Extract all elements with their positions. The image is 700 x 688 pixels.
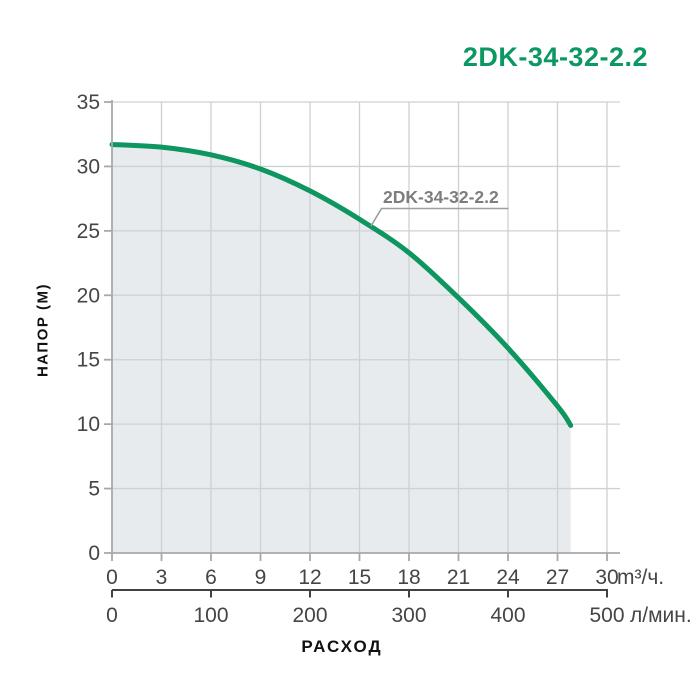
x-tick-label: 3 bbox=[156, 566, 168, 589]
x-axis-title: РАСХОД bbox=[301, 637, 383, 656]
secondary-tick-label: 500 bbox=[589, 604, 624, 627]
primary-unit-label: m³/ч. bbox=[617, 566, 664, 589]
secondary-unit-label: л/мин. bbox=[630, 604, 692, 627]
x-tick-label: 21 bbox=[447, 566, 470, 589]
y-tick-label: 0 bbox=[88, 542, 100, 565]
y-tick-label: 15 bbox=[77, 349, 100, 372]
x-tick-label: 24 bbox=[496, 566, 520, 589]
secondary-tick-label: 0 bbox=[106, 604, 118, 627]
x-tick-label: 0 bbox=[106, 566, 118, 589]
x-tick-label: 6 bbox=[205, 566, 217, 589]
secondary-tick-label: 400 bbox=[490, 604, 525, 627]
y-tick-label: 5 bbox=[88, 478, 100, 501]
x-tick-label: 12 bbox=[298, 566, 321, 589]
x-tick-label: 9 bbox=[255, 566, 267, 589]
y-tick-label: 25 bbox=[77, 220, 100, 243]
x-tick-label: 27 bbox=[546, 566, 569, 589]
secondary-tick-label: 300 bbox=[391, 604, 426, 627]
page-title: 2DK-34-32-2.2 bbox=[462, 42, 648, 72]
y-tick-label: 20 bbox=[77, 284, 100, 307]
curve-label: 2DK-34-32-2.2 bbox=[383, 187, 499, 207]
y-tick-label: 35 bbox=[77, 91, 100, 114]
x-tick-label: 30 bbox=[595, 566, 618, 589]
y-axis-title: НАПОР (М) bbox=[34, 282, 52, 378]
secondary-tick-label: 100 bbox=[193, 604, 228, 627]
x-tick-label: 15 bbox=[348, 566, 371, 589]
secondary-tick-label: 200 bbox=[292, 604, 327, 627]
y-tick-label: 10 bbox=[77, 413, 100, 436]
pump-curve bbox=[109, 142, 574, 428]
area-fill bbox=[112, 144, 571, 553]
curve-label-leader bbox=[370, 207, 509, 227]
x-tick-label: 18 bbox=[397, 566, 420, 589]
y-tick-label: 30 bbox=[77, 155, 100, 178]
